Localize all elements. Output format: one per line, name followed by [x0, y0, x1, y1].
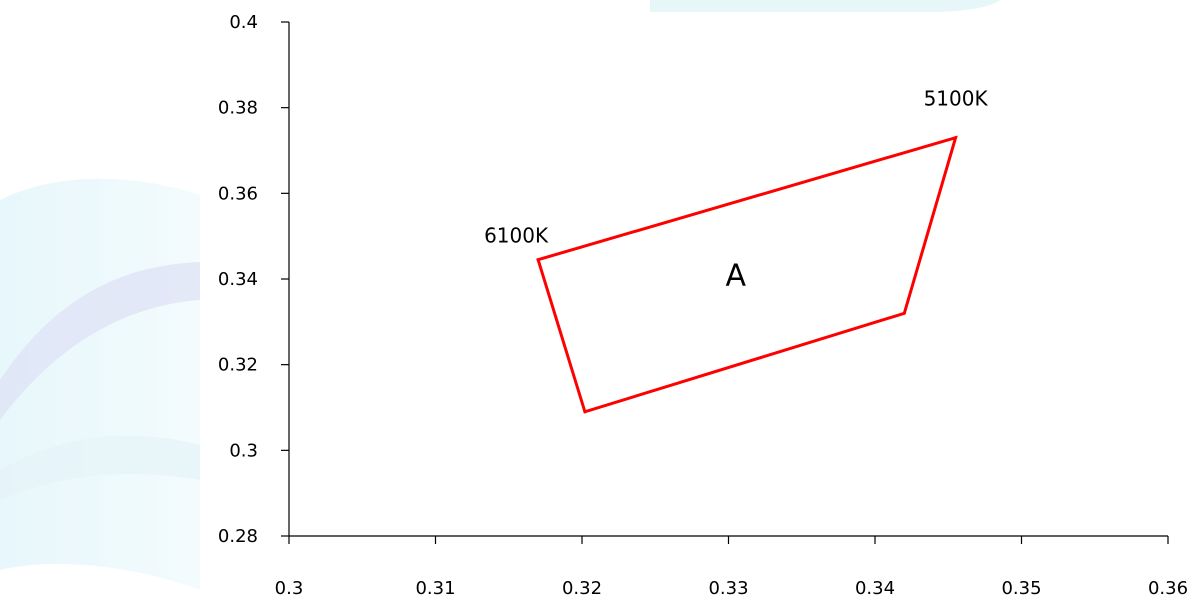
data-point — [583, 410, 587, 414]
annotation-label: 6100K — [484, 224, 549, 248]
annotation-label: A — [726, 258, 747, 293]
axes: 0.3 0.31 0.32 0.33 0.34 0.35 0.36 0.28 0.3 0.32 0.… — [218, 12, 1188, 597]
series-line — [536, 135, 958, 414]
x-tick-label: 0.31 — [415, 578, 455, 597]
y-tick-label: 0.3 — [229, 440, 258, 461]
background-watermark — [0, 0, 1000, 590]
x-tick-label: 0.34 — [855, 578, 895, 597]
x-tick-label: 0.36 — [1148, 578, 1188, 597]
data-point — [902, 311, 906, 315]
y-tick-label: 0.36 — [218, 183, 258, 204]
y-tick-label: 0.4 — [229, 12, 258, 33]
annotations: 6100K 5100K A — [484, 87, 988, 294]
y-tick-label: 0.28 — [218, 526, 258, 547]
y-tick-label: 0.38 — [218, 98, 258, 119]
x-tick-label: 0.33 — [708, 578, 748, 597]
data-point — [536, 258, 540, 262]
annotation-label: 5100K — [924, 87, 989, 111]
x-tick-label: 0.3 — [275, 578, 304, 597]
x-tick-label: 0.32 — [562, 578, 602, 597]
x-tick-label: 0.35 — [1001, 578, 1041, 597]
y-tick-label: 0.34 — [218, 269, 258, 290]
plot-area — [536, 135, 958, 414]
y-tick-label: 0.32 — [218, 355, 258, 376]
data-point — [954, 136, 958, 140]
